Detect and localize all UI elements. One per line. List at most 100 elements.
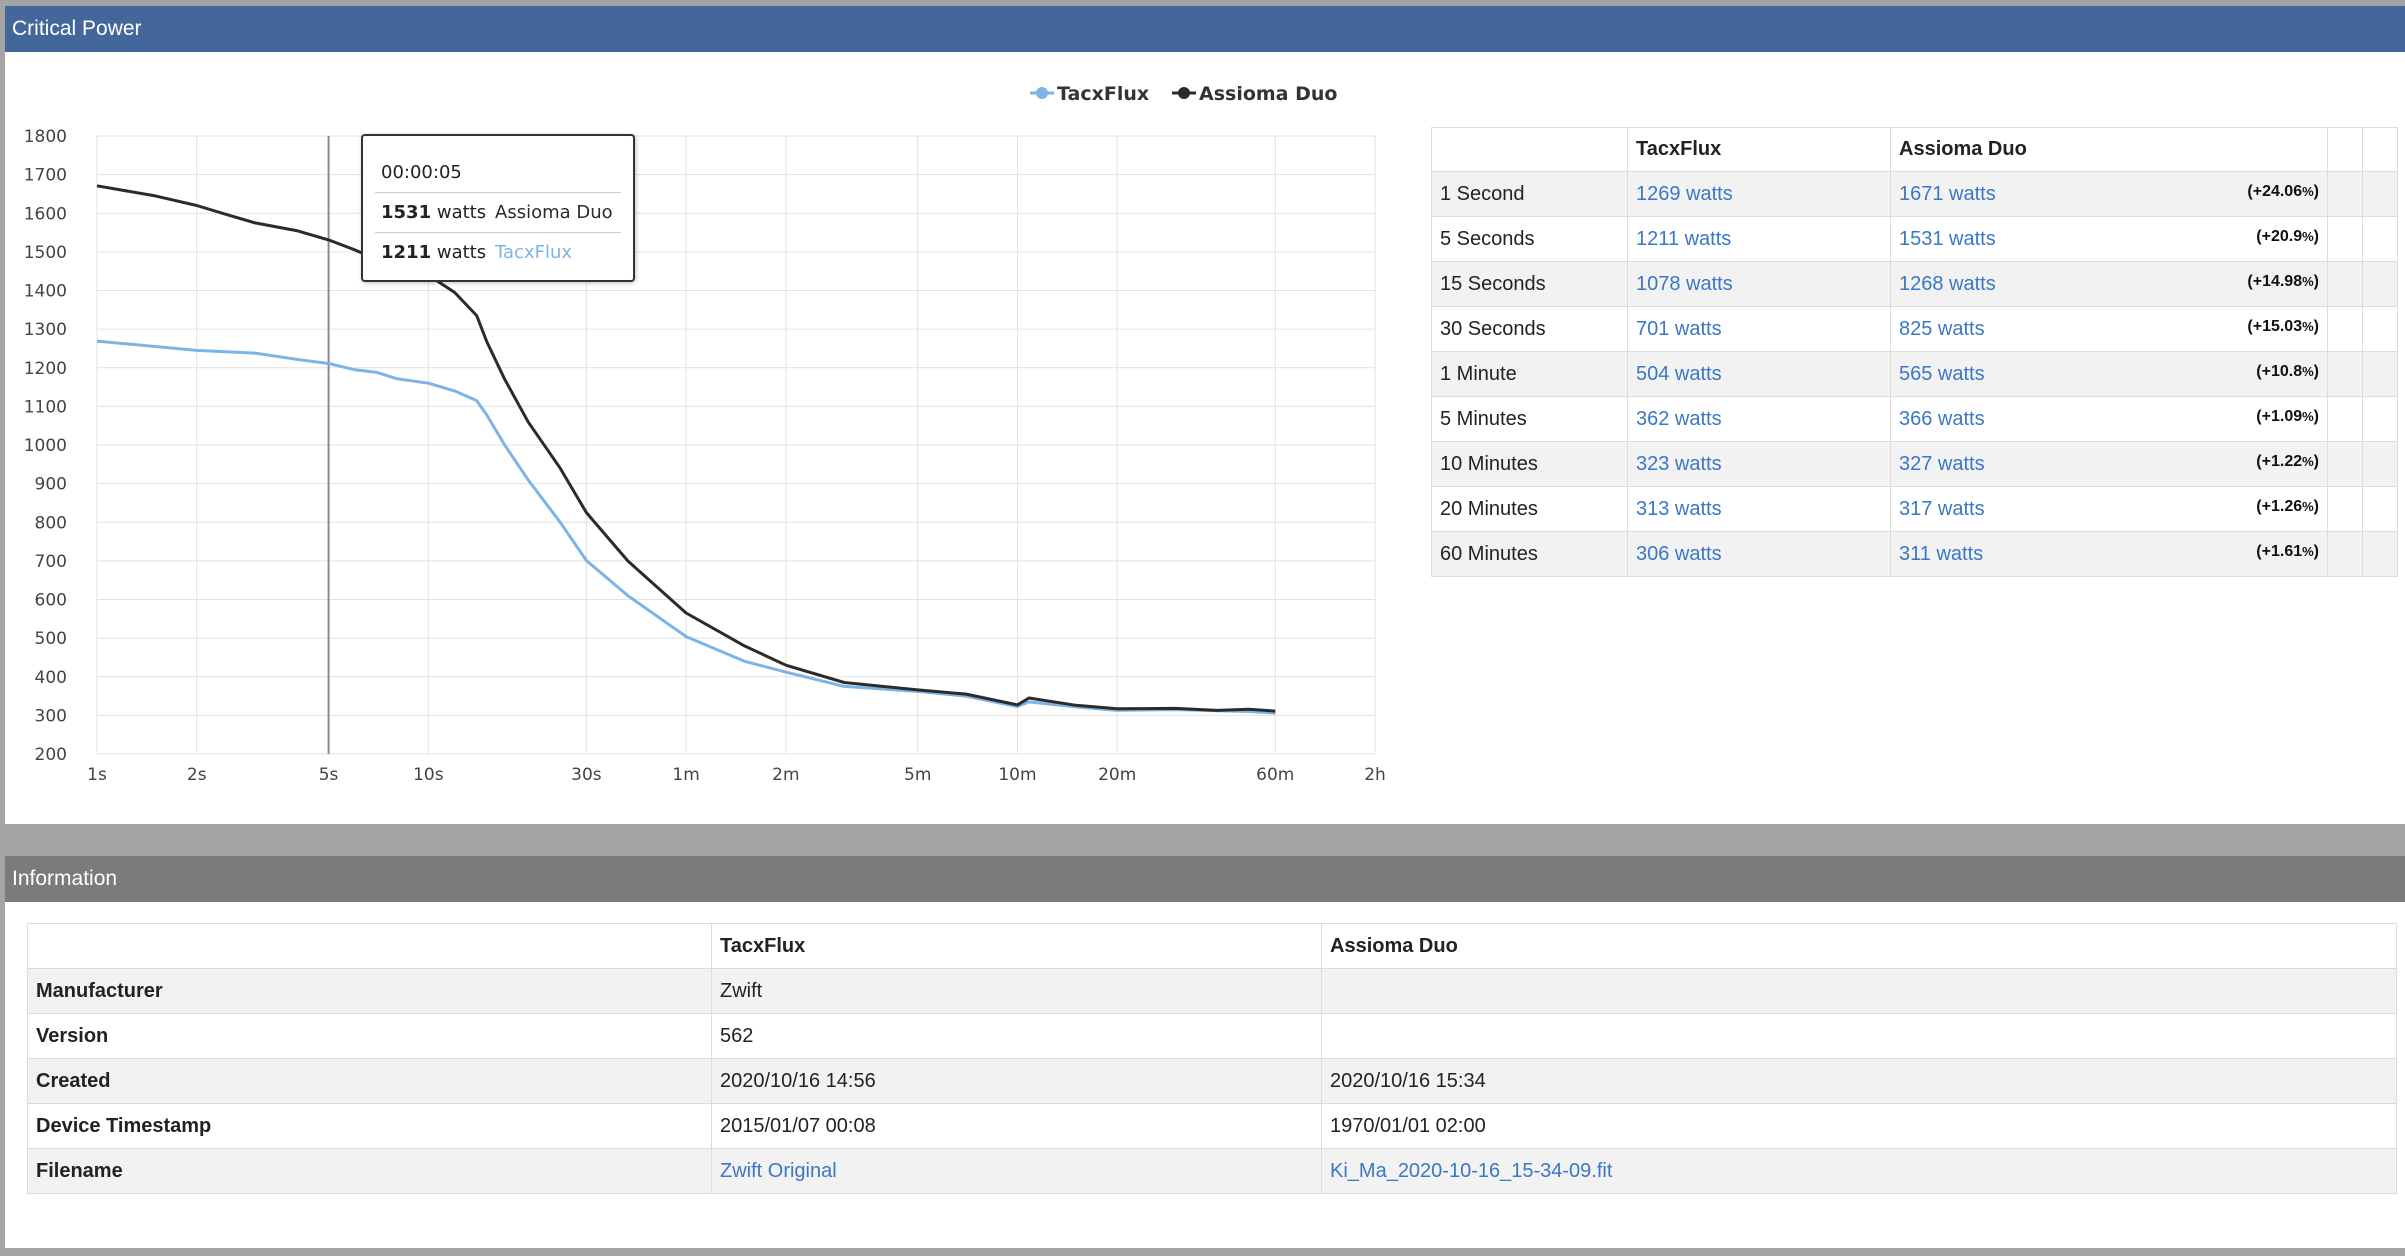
chart-axes: 200 300 400 500 600 700 800 900 1000 1100 1200 1300… bbox=[24, 127, 1386, 785]
y-tick-label: 1200 bbox=[24, 359, 67, 379]
assioma-watts-link[interactable]: 366 watts bbox=[1899, 407, 1985, 430]
table-row: 30 Seconds 701 watts 825 watts (+15.03%) bbox=[1431, 306, 2398, 352]
tacx-value: 562 bbox=[711, 1013, 1322, 1059]
duration-label: 30 Seconds bbox=[1431, 306, 1628, 352]
information-table: TacxFlux Assioma Duo Manufacturer Zwift Ve… bbox=[27, 923, 2397, 1194]
legend-marker-icon bbox=[1178, 87, 1190, 99]
assioma-watts-link[interactable]: 327 watts bbox=[1899, 452, 1985, 475]
critical-power-table: TacxFlux Assioma Duo 1 Second 1269 watts 1… bbox=[1431, 127, 2398, 577]
table-row: Created 2020/10/16 14:56 2020/10/16 15:34 bbox=[27, 1058, 2397, 1104]
assioma-watts-link[interactable]: 317 watts bbox=[1899, 497, 1985, 520]
empty-cell bbox=[2362, 216, 2398, 262]
tooltip-series-name: TacxFlux bbox=[495, 242, 573, 263]
y-tick-label: 1300 bbox=[24, 320, 67, 340]
empty-cell bbox=[2362, 261, 2398, 307]
y-tick-label: 400 bbox=[35, 668, 67, 688]
chart-series bbox=[96, 184, 1276, 715]
assioma-file-link[interactable]: Ki_Ma_2020-10-16_15-34-09.fit bbox=[1321, 1148, 2397, 1194]
x-tick-label: 2h bbox=[1364, 765, 1386, 785]
y-tick-label: 1500 bbox=[24, 243, 67, 263]
x-tick-label: 2m bbox=[772, 765, 799, 785]
y-tick-label: 1600 bbox=[24, 204, 67, 224]
tooltip-series-name: Assioma Duo bbox=[495, 202, 613, 223]
table-row: 5 Seconds 1211 watts 1531 watts (+20.9%) bbox=[1431, 216, 2398, 262]
assioma-watts-link[interactable]: 565 watts bbox=[1899, 362, 1985, 385]
y-tick-label: 500 bbox=[35, 629, 67, 649]
tooltip-value: 1531 bbox=[381, 202, 432, 223]
info-label: Filename bbox=[27, 1148, 712, 1194]
tacx-value: 2020/10/16 14:56 bbox=[711, 1058, 1322, 1104]
y-tick-label: 200 bbox=[35, 745, 67, 765]
assioma-watts-cell: 565 watts (+10.8%) bbox=[1890, 351, 2328, 397]
tacx-watts-link[interactable]: 313 watts bbox=[1627, 486, 1891, 532]
assioma-watts-link[interactable]: 1268 watts bbox=[1899, 272, 1996, 295]
tooltip-divider bbox=[375, 192, 621, 193]
empty-cell bbox=[2327, 306, 2363, 352]
tacx-watts-link[interactable]: 701 watts bbox=[1627, 306, 1891, 352]
percent-value: +10.8 bbox=[2261, 362, 2303, 380]
empty-cell bbox=[2327, 396, 2363, 442]
tacx-value: 2015/01/07 00:08 bbox=[711, 1103, 1322, 1149]
legend-marker-icon bbox=[1036, 87, 1048, 99]
y-tick-label: 900 bbox=[35, 475, 67, 495]
tacx-watts-link[interactable]: 362 watts bbox=[1627, 396, 1891, 442]
assioma-watts-cell: 1671 watts (+24.06%) bbox=[1890, 171, 2328, 217]
x-tick-label: 20m bbox=[1098, 765, 1136, 785]
x-tick-label: 5s bbox=[319, 765, 339, 785]
column-header bbox=[2327, 127, 2363, 172]
y-tick-label: 1100 bbox=[24, 397, 67, 417]
duration-label: 1 Minute bbox=[1431, 351, 1628, 397]
duration-label: 15 Seconds bbox=[1431, 261, 1628, 307]
percent-difference: (+1.61%) bbox=[2256, 542, 2319, 560]
column-header-tacx: TacxFlux bbox=[1627, 127, 1891, 172]
tacx-watts-link[interactable]: 504 watts bbox=[1627, 351, 1891, 397]
tooltip-unit: watts bbox=[436, 202, 487, 223]
table-header-row: TacxFlux Assioma Duo bbox=[27, 923, 2397, 969]
empty-cell bbox=[2327, 531, 2363, 577]
y-tick-label: 1400 bbox=[24, 282, 67, 302]
assioma-watts-cell: 825 watts (+15.03%) bbox=[1890, 306, 2328, 352]
series-line-assioma-duo bbox=[96, 184, 1276, 713]
x-tick-label: 10s bbox=[413, 765, 444, 785]
tacx-watts-link[interactable]: 1078 watts bbox=[1627, 261, 1891, 307]
percent-difference: (+1.22%) bbox=[2256, 452, 2319, 470]
y-tick-label: 1800 bbox=[24, 127, 67, 147]
percent-value: +15.03 bbox=[2252, 317, 2303, 335]
tacx-watts-link[interactable]: 323 watts bbox=[1627, 441, 1891, 487]
percent-sign: % bbox=[2302, 408, 2314, 424]
duration-label: 60 Minutes bbox=[1431, 531, 1628, 577]
assioma-watts-link[interactable]: 311 watts bbox=[1899, 542, 1984, 565]
assioma-watts-link[interactable]: 1671 watts bbox=[1899, 182, 1996, 205]
table-header-row: TacxFlux Assioma Duo bbox=[1431, 127, 2398, 172]
table-row: Version 562 bbox=[27, 1013, 2397, 1059]
assioma-watts-link[interactable]: 825 watts bbox=[1899, 317, 1985, 340]
tacx-file-link[interactable]: Zwift Original bbox=[711, 1148, 1322, 1194]
tacx-watts-link[interactable]: 1211 watts bbox=[1627, 216, 1891, 262]
percent-sign: % bbox=[2302, 498, 2314, 514]
empty-cell bbox=[2327, 171, 2363, 217]
y-tick-label: 600 bbox=[35, 591, 67, 611]
assioma-watts-link[interactable]: 1531 watts bbox=[1899, 227, 1996, 250]
tacx-watts-link[interactable]: 306 watts bbox=[1627, 531, 1891, 577]
x-tick-label: 30s bbox=[571, 765, 602, 785]
table-row: 1 Second 1269 watts 1671 watts (+24.06%) bbox=[1431, 171, 2398, 217]
empty-cell bbox=[2362, 306, 2398, 352]
percent-value: +20.9 bbox=[2261, 227, 2303, 245]
tacx-watts-link[interactable]: 1269 watts bbox=[1627, 171, 1891, 217]
tooltip-divider bbox=[375, 232, 621, 233]
percent-sign: % bbox=[2302, 453, 2314, 469]
table-row: Device Timestamp 2015/01/07 00:08 1970/01/… bbox=[27, 1103, 2397, 1149]
tooltip-row-tacx: 1211 watts TacxFlux bbox=[381, 242, 572, 263]
empty-cell bbox=[2362, 351, 2398, 397]
percent-sign: % bbox=[2302, 363, 2314, 379]
column-header-assioma: Assioma Duo bbox=[1321, 923, 2397, 969]
table-row: Filename Zwift Original Ki_Ma_2020-10-16_1… bbox=[27, 1148, 2397, 1194]
y-tick-label: 800 bbox=[35, 513, 67, 533]
percent-difference: (+24.06%) bbox=[2247, 182, 2319, 200]
info-label: Created bbox=[27, 1058, 712, 1104]
assioma-value bbox=[1321, 968, 2397, 1014]
y-tick-label: 1000 bbox=[24, 436, 67, 456]
critical-power-panel: Critical Power TacxFlux Assioma Duo 200 30… bbox=[5, 6, 2405, 824]
column-header bbox=[27, 923, 712, 969]
tooltip-row-assioma: 1531 watts Assioma Duo bbox=[381, 202, 613, 223]
